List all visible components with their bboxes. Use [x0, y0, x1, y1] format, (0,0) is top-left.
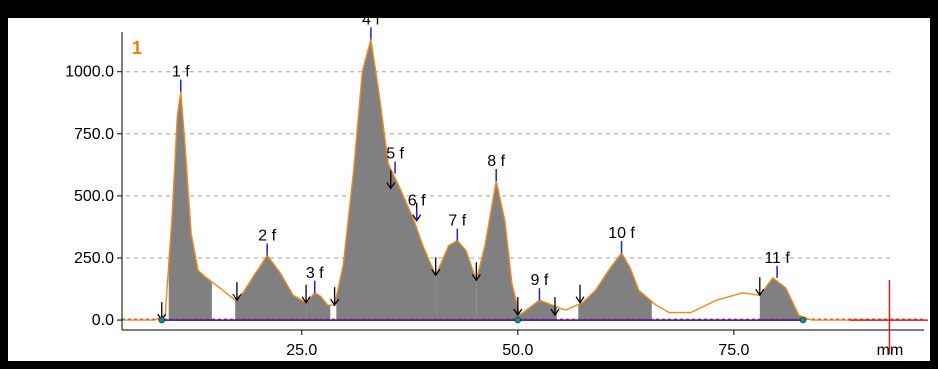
baseline [122, 318, 924, 321]
peak-label: 1 f [172, 64, 190, 81]
peak-label: 7 f [448, 213, 466, 230]
densitometry-chart: 1 f 2 f 3 f 4 f 5 f 6 f 7 f 8 f 9 f 10 f 11 f 0.0 2… [65, 18, 928, 359]
valley-marker-head [386, 182, 396, 190]
baseline-dot [514, 316, 522, 324]
baseline-dot [799, 316, 807, 324]
x-tick-label: 25.0 [286, 342, 317, 359]
y-tick-label: 250.0 [74, 250, 114, 267]
valley-marker-head [232, 293, 242, 302]
y-tick-label: 0.0 [92, 312, 114, 329]
peak-area [517, 300, 557, 321]
profile-curve [122, 39, 924, 321]
peak-label: 3 f [306, 265, 324, 282]
peak-area [235, 255, 307, 321]
peak-area [306, 292, 331, 321]
peak-label: 4 f [362, 18, 380, 28]
valley-marker-head [471, 273, 481, 282]
cursor[interactable] [849, 280, 928, 354]
valley-marker-head [330, 298, 340, 307]
peak-area [436, 240, 477, 321]
valley-marker-head [301, 296, 311, 304]
valley-marker [232, 282, 242, 302]
valley-marker [431, 257, 441, 277]
y-tick-label: 500.0 [74, 188, 114, 205]
x-tick-label: 50.0 [502, 342, 533, 359]
peak-area [578, 253, 652, 321]
valley-marker-head [513, 308, 523, 317]
peak-label: 10 f [608, 225, 635, 242]
peak-area [759, 278, 802, 321]
valley-marker-head [550, 308, 560, 317]
valley-marker [386, 170, 396, 190]
y-tick-label: 1000.0 [65, 64, 114, 81]
peak-area [476, 181, 518, 321]
valley-marker [513, 297, 523, 317]
baseline-dot [158, 316, 166, 324]
valley-marker [575, 284, 585, 304]
peak-areas [168, 42, 802, 321]
trace-label: 1 [132, 38, 142, 58]
peak-label: 8 f [487, 153, 505, 170]
valley-marker-head [575, 296, 585, 304]
valley-marker [301, 284, 311, 304]
valley-marker [330, 287, 340, 307]
x-tick-label: 75.0 [718, 342, 749, 359]
valley-marker [755, 277, 765, 297]
valley-marker [550, 297, 560, 317]
valley-markers [157, 170, 807, 324]
peak-label: 5 f [386, 146, 404, 163]
peak-label: 6 f [408, 193, 426, 210]
valley-marker-head [755, 288, 765, 297]
grid-lines [126, 71, 894, 259]
valley-marker [471, 262, 481, 282]
peak-label: 9 f [531, 272, 549, 289]
valley-marker-head [431, 269, 441, 277]
chart-panel: 1 f 2 f 3 f 4 f 5 f 6 f 7 f 8 f 9 f 10 f 11 f 0.0 2… [8, 18, 930, 361]
y-tick-label: 750.0 [74, 126, 114, 143]
profile-line [122, 39, 924, 321]
peak-label: 2 f [258, 228, 276, 245]
peak-area [168, 93, 212, 321]
peak-area [336, 42, 437, 321]
peak-labels: 1 f 2 f 3 f 4 f 5 f 6 f 7 f 8 f 9 f 10 f 11 f [172, 18, 790, 301]
peak-label: 11 f [764, 250, 790, 267]
